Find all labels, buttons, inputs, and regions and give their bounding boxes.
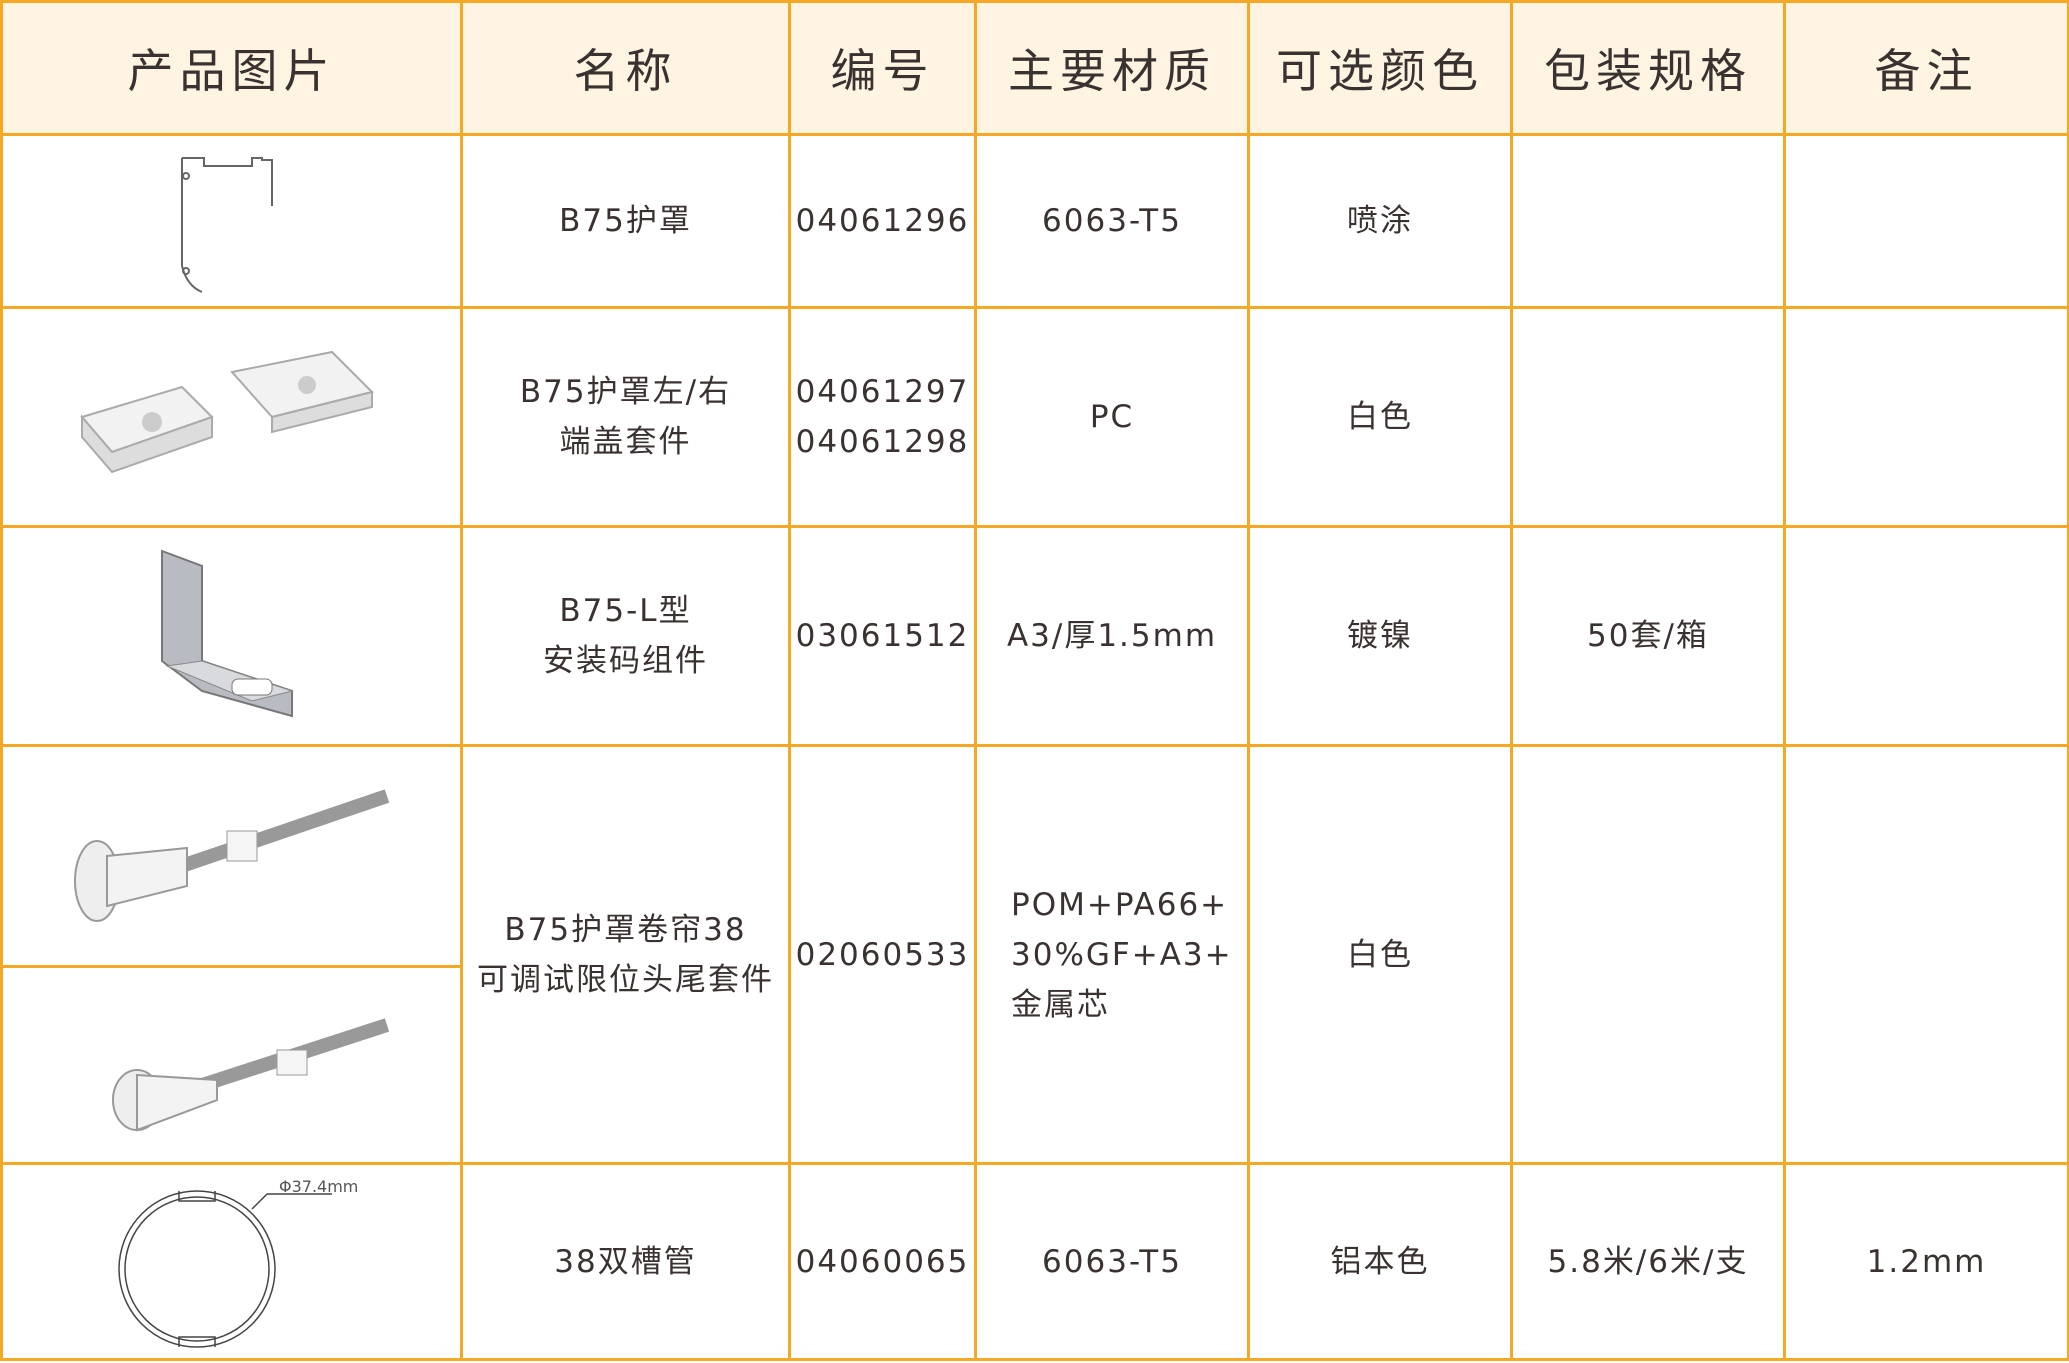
note-cell <box>1783 306 2069 528</box>
table-row: B75-L型 安装码组件 03061512 A3/厚1.5mm 镀镍 50套/箱 <box>0 525 2069 747</box>
header-row: 产品图片 名称 编号 主要材质 可选颜色 包装规格 备注 <box>0 0 2069 136</box>
name-cell: 38双槽管 <box>460 1162 791 1361</box>
note-cell: 1.2mm <box>1783 1162 2069 1361</box>
package-cell: 50套/箱 <box>1510 525 1786 747</box>
cover-profile-image <box>0 133 463 309</box>
material-cell: 6063-T5 <box>974 133 1250 309</box>
color-cell: 喷涂 <box>1247 133 1513 309</box>
header-image: 产品图片 <box>0 0 463 136</box>
material-cell: POM+PA66+ 30%GF+A3+ 金属芯 <box>974 744 1250 1165</box>
note-cell <box>1783 525 2069 747</box>
color-cell: 镀镍 <box>1247 525 1513 747</box>
code-cell: 03061512 <box>788 525 977 747</box>
limit-head-kit-image-2 <box>3 968 460 1162</box>
end-cap-kit-image <box>0 306 463 528</box>
color-cell: 白色 <box>1247 744 1513 1165</box>
package-cell <box>1510 306 1786 528</box>
header-package: 包装规格 <box>1510 0 1786 136</box>
package-cell: 5.8米/6米/支 <box>1510 1162 1786 1361</box>
code-cell: 02060533 <box>788 744 977 1165</box>
header-note: 备注 <box>1783 0 2069 136</box>
code-cell: 04060065 <box>788 1162 977 1361</box>
package-cell <box>1510 744 1786 1165</box>
header-name: 名称 <box>460 0 791 136</box>
material-cell: PC <box>974 306 1250 528</box>
material-cell: 6063-T5 <box>974 1162 1250 1361</box>
color-cell: 白色 <box>1247 306 1513 528</box>
limit-head-kit-image-1 <box>3 747 460 968</box>
double-groove-tube-image: Φ37.4mm <box>0 1162 463 1361</box>
table-row: B75护罩左/右 端盖套件 04061297 04061298 PC 白色 <box>0 306 2069 528</box>
diameter-label: Φ37.4mm <box>279 1177 359 1196</box>
header-color: 可选颜色 <box>1247 0 1513 136</box>
table-row: B75护罩卷帘38 可调试限位头尾套件 02060533 POM+PA66+ 30%… <box>0 744 2069 1165</box>
header-code: 编号 <box>788 0 977 136</box>
l-bracket-image <box>0 525 463 747</box>
package-cell <box>1510 133 1786 309</box>
code-cell: 04061297 04061298 <box>788 306 977 528</box>
code-cell: 04061296 <box>788 133 977 309</box>
header-material: 主要材质 <box>974 0 1250 136</box>
name-cell: B75-L型 安装码组件 <box>460 525 791 747</box>
name-cell: B75护罩左/右 端盖套件 <box>460 306 791 528</box>
name-cell: B75护罩卷帘38 可调试限位头尾套件 <box>460 744 791 1165</box>
note-cell <box>1783 133 2069 309</box>
table-row: Φ37.4mm 38双槽管 04060065 6063-T5 铝本色 5.8米/… <box>0 1162 2069 1361</box>
note-cell <box>1783 744 2069 1165</box>
table-row: B75护罩 04061296 6063-T5 喷涂 <box>0 133 2069 309</box>
name-cell: B75护罩 <box>460 133 791 309</box>
color-cell: 铝本色 <box>1247 1162 1513 1361</box>
material-cell: A3/厚1.5mm <box>974 525 1250 747</box>
limit-head-kit-images <box>0 744 463 1165</box>
